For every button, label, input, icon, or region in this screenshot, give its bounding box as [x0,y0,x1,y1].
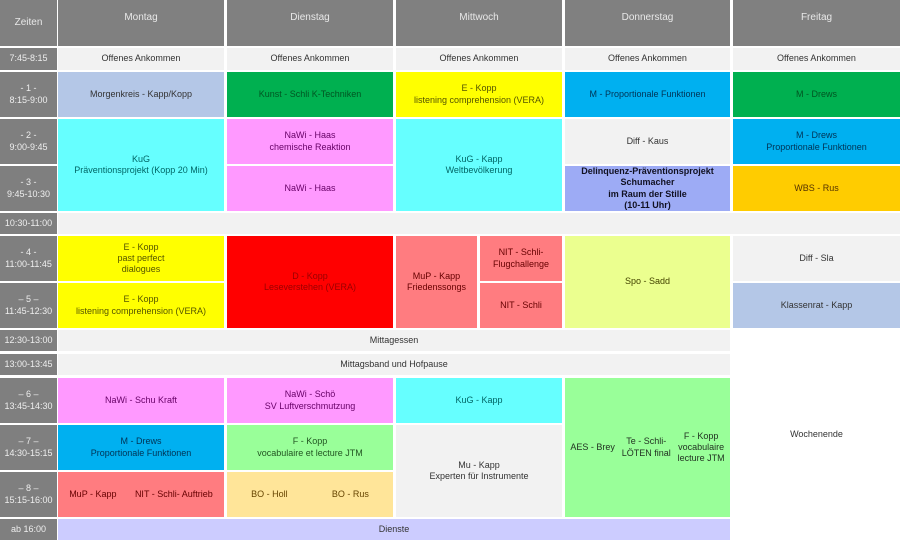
midday-band-row: Mittagsband und Hofpause [58,354,730,375]
time-slot: 10:30-11:00 [0,213,57,234]
lesson-tuesday-8-a: BO - Holl [251,488,288,499]
lesson-wednesday-7-8[interactable]: Mu - Kapp Experten für Instrumente [396,425,562,517]
lesson-wednesday-2-3[interactable]: KuG - Kapp Weltbevölkerung [396,119,562,211]
lesson-tuesday-8-b: BO - Rus [331,488,369,499]
lesson-monday-4[interactable]: E - Kopp past perfect dialogues [58,236,224,281]
lesson-thursday-4-5[interactable]: Spo - Sadd [565,236,730,328]
lesson-friday-2[interactable]: M - Drews Proportionale Funktionen [733,119,900,164]
weekend-label: Wochenende [733,330,900,540]
lesson-thursday-2[interactable]: Diff - Kaus [565,119,730,164]
day-header-thursday: Donnerstag [565,0,730,46]
lesson-wednesday-4-b[interactable]: NIT - Schli- Flugchallenge [480,236,562,281]
lesson-friday-4[interactable]: Diff - Sla [733,236,900,281]
time-slot: 13:00-13:45 [0,354,57,375]
lesson-tuesday-7[interactable]: F - Kopp vocabulaire et lecture JTM [227,425,393,470]
time-slot: 7:45-8:15 [0,48,57,70]
lesson-wednesday-5-b[interactable]: NIT - Schli [480,283,562,328]
time-column-header: Zeiten [0,0,57,46]
lesson-thursday-6-8-a: AES - Brey [570,441,615,452]
lesson-monday-1[interactable]: Morgenkreis - Kapp/Kopp [58,72,224,117]
lesson-monday-8[interactable]: MuP - Kapp NIT - Schli- Auftrieb [58,472,224,517]
duties-row: Dienste [58,519,730,540]
lesson-tuesday-6[interactable]: NaWi - Schö SV Luftverschmutzung [227,378,393,423]
lesson-tuesday-4-5[interactable]: D - Kopp Leseverstehen (VERA) [227,236,393,328]
lesson-monday-5[interactable]: E - Kopp listening comprehension (VERA) [58,283,224,328]
lesson-thursday-3[interactable]: Delinquenz-Präventionsprojekt Schumacher… [565,166,730,211]
time-slot: – 6 – 13:45-14:30 [0,378,57,423]
lesson-thursday-6-8[interactable]: AES - Brey Te - Schli- LÖTEN final F - K… [565,378,730,517]
arrival-tuesday[interactable]: Offenes Ankommen [227,48,393,70]
time-slot: 12:30-13:00 [0,330,57,351]
time-slot: – 7 – 14:30-15:15 [0,425,57,470]
lesson-wednesday-4-5-a[interactable]: MuP - Kapp Friedenssongs [396,236,477,328]
lesson-monday-6[interactable]: NaWi - Schu Kraft [58,378,224,423]
lesson-friday-3[interactable]: WBS - Rus [733,166,900,211]
time-slot: ab 16:00 [0,519,57,540]
lesson-thursday-1[interactable]: M - Proportionale Funktionen [565,72,730,117]
time-slot: - 1 - 8:15-9:00 [0,72,57,117]
lesson-tuesday-8[interactable]: BO - Holl BO - Rus [227,472,393,517]
time-slot: - 2 - 9:00-9:45 [0,119,57,164]
lesson-thursday-6-8-b: Te - Schli- LÖTEN final [621,436,671,458]
lesson-wednesday-6[interactable]: KuG - Kapp [396,378,562,423]
lesson-friday-1[interactable]: M - Drews [733,72,900,117]
time-slot: - 3 - 9:45-10:30 [0,166,57,211]
lesson-tuesday-2[interactable]: NaWi - Haas chemische Reaktion [227,119,393,164]
lesson-monday-2-3[interactable]: KuG Präventionsprojekt (Kopp 20 Min) [58,119,224,211]
lesson-friday-5[interactable]: Klassenrat - Kapp [733,283,900,328]
day-header-monday: Montag [58,0,224,46]
time-slot: – 8 – 15:15-16:00 [0,472,57,517]
lesson-monday-8-a: MuP - Kapp [69,488,117,499]
arrival-thursday[interactable]: Offenes Ankommen [565,48,730,70]
time-slot: - 4 - 11:00-11:45 [0,236,57,281]
time-slot: – 5 – 11:45-12:30 [0,283,57,328]
arrival-wednesday[interactable]: Offenes Ankommen [396,48,562,70]
lesson-monday-8-b: NIT - Schli- Auftrieb [134,488,213,499]
day-header-friday: Freitag [733,0,900,46]
lesson-thursday-6-8-c: F - Kopp vocabulaire lecture JTM [677,430,725,464]
day-header-tuesday: Dienstag [227,0,393,46]
lesson-tuesday-3[interactable]: NaWi - Haas [227,166,393,211]
day-header-wednesday: Mittwoch [396,0,562,46]
arrival-friday[interactable]: Offenes Ankommen [733,48,900,70]
lesson-monday-7[interactable]: M - Drews Proportionale Funktionen [58,425,224,470]
lesson-wednesday-1[interactable]: E - Kopp listening comprehension (VERA) [396,72,562,117]
break-row-1030 [58,213,900,234]
lunch-row: Mittagessen [58,330,730,351]
lesson-tuesday-1[interactable]: Kunst - Schli K-Techniken [227,72,393,117]
arrival-monday[interactable]: Offenes Ankommen [58,48,224,70]
